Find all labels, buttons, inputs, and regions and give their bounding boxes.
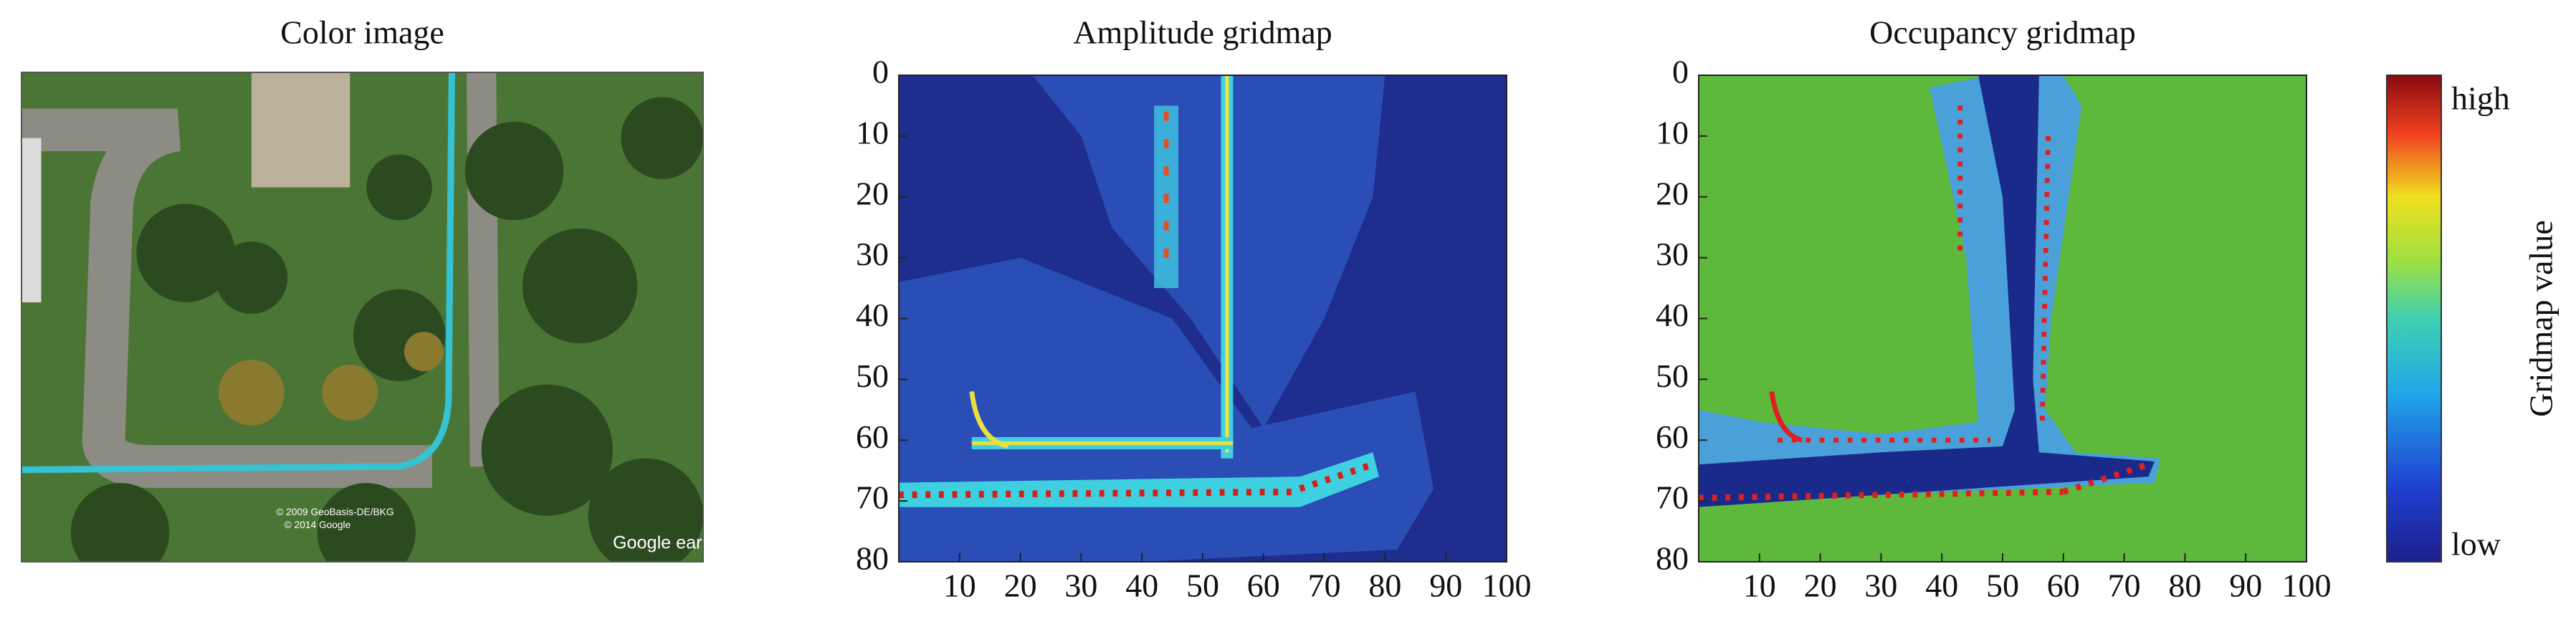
y-tick-label: 30 <box>856 236 889 272</box>
y-tick-label: 10 <box>856 114 889 150</box>
colorbar-title: Gridmap value <box>2523 220 2560 417</box>
x-tick-label: 50 <box>1186 568 1219 604</box>
x-tick-label: 90 <box>2229 568 2262 604</box>
y-tick-label: 50 <box>1656 358 1689 394</box>
panel-title: Color image <box>280 14 444 51</box>
y-tick-label: 70 <box>1656 479 1689 516</box>
y-tick-label: 20 <box>1656 175 1689 211</box>
y-tick-label: 60 <box>856 418 889 455</box>
x-tick-label: 80 <box>1368 568 1401 604</box>
x-tick-label: 80 <box>2168 568 2201 604</box>
x-tick-label: 30 <box>1064 568 1097 604</box>
watermark: Google earth <box>613 532 717 552</box>
heatmap-image <box>899 75 1507 562</box>
x-tick-label: 70 <box>2108 568 2141 604</box>
y-tick-label: 0 <box>1672 54 1689 90</box>
x-tick-label: 10 <box>1743 568 1776 604</box>
x-tick-label: 50 <box>1986 568 2019 604</box>
copyright-text: © 2009 GeoBasis-DE/BKG <box>276 507 393 517</box>
aerial-photo: © 2009 GeoBasis-DE/BKG © 2014 Google Goo… <box>22 72 717 562</box>
x-tick-label: 10 <box>943 568 976 604</box>
x-tick-label: 100 <box>1482 568 1532 604</box>
colorbar-label: low <box>2451 526 2501 563</box>
y-tick-label: 40 <box>856 297 889 333</box>
x-tick-label: 70 <box>1308 568 1341 604</box>
y-tick-label: 30 <box>1656 236 1689 272</box>
image-frame <box>21 72 704 563</box>
panel-title: Occupancy gridmap <box>1869 14 2136 51</box>
x-tick-label: 90 <box>1429 568 1462 604</box>
y-tick-label: 60 <box>1656 418 1689 455</box>
x-tick-label: 20 <box>1004 568 1037 604</box>
panel-title: Amplitude gridmap <box>1073 14 1332 51</box>
y-tick-label: 50 <box>856 358 889 394</box>
x-tick-label: 60 <box>1247 568 1280 604</box>
y-tick-label: 40 <box>1656 297 1689 333</box>
x-tick-label: 40 <box>1925 568 1958 604</box>
x-tick-label: 60 <box>2047 568 2080 604</box>
y-tick-label: 80 <box>1656 540 1689 577</box>
y-tick-label: 70 <box>856 479 889 516</box>
y-tick-label: 80 <box>856 540 889 577</box>
x-tick-label: 100 <box>2282 568 2332 604</box>
colorbar-label: high <box>2451 80 2510 117</box>
heatmap-image <box>1699 75 2307 562</box>
y-tick-label: 20 <box>856 175 889 211</box>
x-tick-label: 20 <box>1804 568 1837 604</box>
y-tick-label: 10 <box>1656 114 1689 150</box>
x-tick-label: 40 <box>1125 568 1158 604</box>
x-tick-label: 30 <box>1864 568 1897 604</box>
y-tick-label: 0 <box>872 54 889 90</box>
copyright-text: © 2014 Google <box>285 520 351 530</box>
colorbar <box>2386 75 2442 563</box>
